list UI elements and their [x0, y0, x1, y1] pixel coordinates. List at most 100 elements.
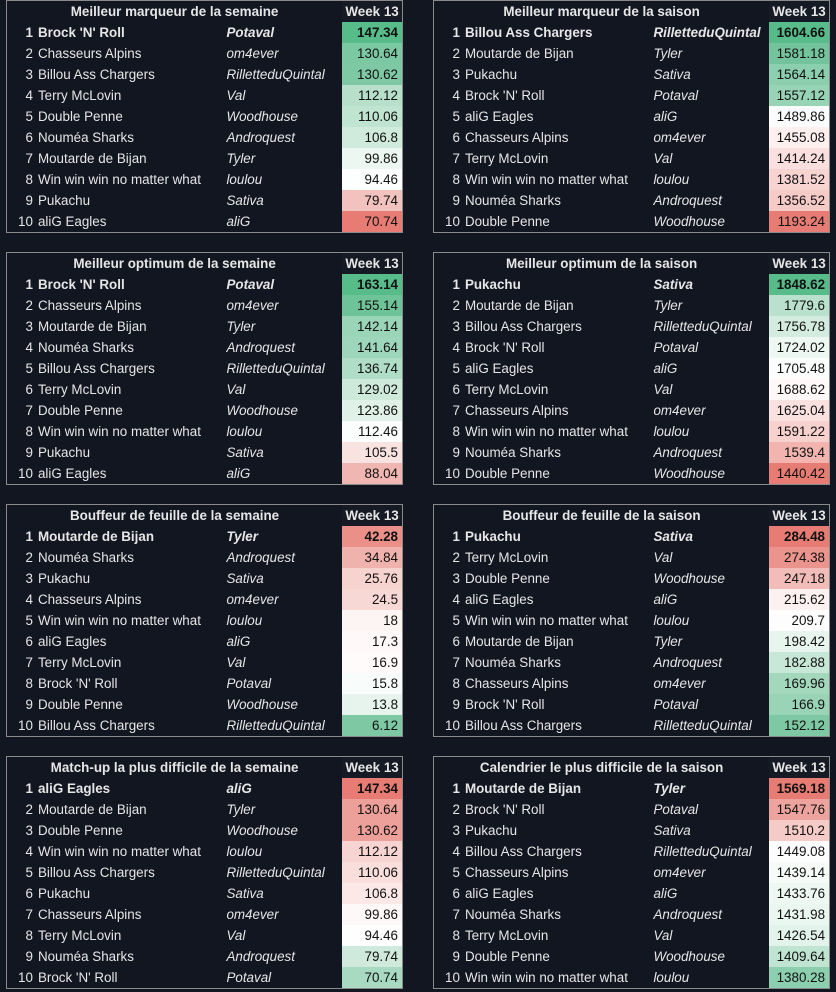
panel-header: Meilleur marqueur de la saison Week 13	[434, 1, 829, 22]
score-cell: 106.8	[342, 883, 403, 904]
owner-name-cell: Androquest	[653, 907, 722, 922]
owner-name-cell: aliG	[653, 592, 678, 607]
team-name-cell: Nouméa Sharks	[37, 130, 134, 145]
table-row: 3 Pukachu Sativa 25.76	[7, 568, 403, 589]
owner-name-cell: Sativa	[226, 445, 264, 460]
owner-name-cell: Sativa	[653, 529, 693, 544]
rank-cell: 2	[452, 802, 460, 817]
owner-name-cell: loulou	[653, 613, 690, 628]
owner-name-cell: Woodhouse	[226, 697, 298, 712]
score-cell: 147.34	[342, 778, 403, 799]
table-row: 8 Win win win no matter what loulou 112.46	[7, 421, 403, 442]
rank-cell: 10	[445, 718, 460, 733]
score-cell: 1409.64	[769, 946, 830, 967]
table-row: 2 Chasseurs Alpins om4ever 130.64	[7, 43, 403, 64]
team-name-cell: Double Penne	[37, 823, 123, 838]
score-cell: 1433.76	[769, 883, 830, 904]
owner-name-cell: Woodhouse	[653, 949, 725, 964]
rank-cell: 5	[452, 361, 460, 376]
owner-name-cell: RilletteduQuintal	[653, 25, 761, 40]
owner-name-cell: Tyler	[226, 319, 256, 334]
panel-bouffeur-de-feuille-de-la-semaine: Bouffeur de feuille de la semaine Week 13…	[6, 504, 403, 737]
owner-name-cell: Sativa	[653, 67, 691, 82]
score-cell: 1439.14	[769, 862, 830, 883]
score-cell: 129.02	[342, 379, 403, 400]
week-label: Week 13	[342, 505, 402, 526]
score-cell: 247.18	[769, 568, 830, 589]
panel-calendrier-le-plus-difficile-de-la-saison: Calendrier le plus difficile de la saiso…	[433, 756, 830, 989]
score-cell: 1414.24	[769, 148, 830, 169]
score-cell: 1557.12	[769, 85, 830, 106]
rank-cell: 2	[452, 46, 460, 61]
table-row: 10 Billou Ass Chargers RilletteduQuintal 15…	[434, 715, 830, 736]
table-row: 1 aliG Eagles aliG 147.34	[7, 778, 403, 799]
week-label: Week 13	[769, 1, 829, 22]
team-name-cell: Brock 'N' Roll	[37, 676, 118, 691]
score-cell: 1779.6	[769, 295, 830, 316]
owner-name-cell: Tyler	[653, 298, 683, 313]
table-row: 3 Double Penne Woodhouse 247.18	[434, 568, 830, 589]
rank-cell: 2	[25, 802, 33, 817]
rank-cell: 3	[452, 823, 460, 838]
score-cell: 16.9	[342, 652, 403, 673]
owner-name-cell: loulou	[653, 970, 690, 985]
score-cell: 106.8	[342, 127, 403, 148]
table-row: 9 Pukachu Sativa 79.74	[7, 190, 403, 211]
team-name-cell: Terry McLovin	[464, 382, 549, 397]
rank-cell: 5	[452, 865, 460, 880]
team-name-cell: aliG Eagles	[37, 466, 107, 481]
team-name-cell: Terry McLovin	[37, 382, 122, 397]
team-name-cell: Nouméa Sharks	[37, 550, 134, 565]
table-row: 3 Double Penne Woodhouse 130.62	[7, 820, 403, 841]
team-name-cell: aliG Eagles	[37, 634, 107, 649]
table-row: 10 Double Penne Woodhouse 1193.24	[434, 211, 830, 232]
table-row: 2 Moutarde de Bijan Tyler 130.64	[7, 799, 403, 820]
rank-cell: 7	[452, 655, 460, 670]
rank-cell: 10	[18, 214, 33, 229]
table-row: 5 Billou Ass Chargers RilletteduQuintal 110…	[7, 862, 403, 883]
score-cell: 1449.08	[769, 841, 830, 862]
week-label: Week 13	[342, 757, 402, 778]
score-cell: 141.64	[342, 337, 403, 358]
table-row: 5 aliG Eagles aliG 1489.86	[434, 106, 830, 127]
owner-name-cell: Val	[226, 88, 246, 103]
score-cell: 79.74	[342, 946, 403, 967]
table-row: 1 Moutarde de Bijan Tyler 42.28	[7, 526, 403, 547]
table-row: 6 Chasseurs Alpins om4ever 1455.08	[434, 127, 830, 148]
panel-header: Meilleur optimum de la saison Week 13	[434, 253, 829, 274]
team-name-cell: Win win win no matter what	[464, 424, 628, 439]
score-cell: 1756.78	[769, 316, 830, 337]
owner-name-cell: aliG	[226, 634, 251, 649]
table-row: 2 Moutarde de Bijan Tyler 1581.18	[434, 43, 830, 64]
table-row: 4 Brock 'N' Roll Potaval 1724.02	[434, 337, 830, 358]
panel-title: Meilleur marqueur de la saison	[503, 4, 700, 19]
table-row: 3 Pukachu Sativa 1564.14	[434, 64, 830, 85]
score-cell: 1380.28	[769, 967, 830, 988]
score-cell: 274.38	[769, 547, 830, 568]
team-name-cell: Pukachu	[37, 445, 91, 460]
score-cell: 1455.08	[769, 127, 830, 148]
table-row: 7 Chasseurs Alpins om4ever 99.86	[7, 904, 403, 925]
team-name-cell: Moutarde de Bijan	[37, 151, 147, 166]
rank-cell: 8	[25, 928, 33, 943]
score-cell: 136.74	[342, 358, 403, 379]
owner-name-cell: Sativa	[226, 571, 264, 586]
owner-name-cell: Val	[653, 550, 673, 565]
team-name-cell: Chasseurs Alpins	[464, 676, 569, 691]
owner-name-cell: RilletteduQuintal	[653, 844, 752, 859]
owner-name-cell: om4ever	[653, 865, 706, 880]
team-name-cell: Win win win no matter what	[464, 172, 628, 187]
table-row: 8 Chasseurs Alpins om4ever 169.96	[434, 673, 830, 694]
rank-cell: 6	[452, 886, 460, 901]
table-row: 1 Billou Ass Chargers RilletteduQuintal 160…	[434, 22, 830, 43]
team-name-cell: aliG Eagles	[464, 361, 534, 376]
table-row: 7 Double Penne Woodhouse 123.86	[7, 400, 403, 421]
rank-cell: 9	[452, 697, 460, 712]
panel-meilleur-optimum-de-la-semaine: Meilleur optimum de la semaine Week 13 1 Br…	[6, 252, 403, 485]
score-cell: 1547.76	[769, 799, 830, 820]
table-row: 8 Terry McLovin Val 94.46	[7, 925, 403, 946]
owner-name-cell: aliG	[226, 781, 252, 796]
rank-cell: 3	[452, 67, 460, 82]
owner-name-cell: Tyler	[653, 46, 683, 61]
score-cell: 155.14	[342, 295, 403, 316]
